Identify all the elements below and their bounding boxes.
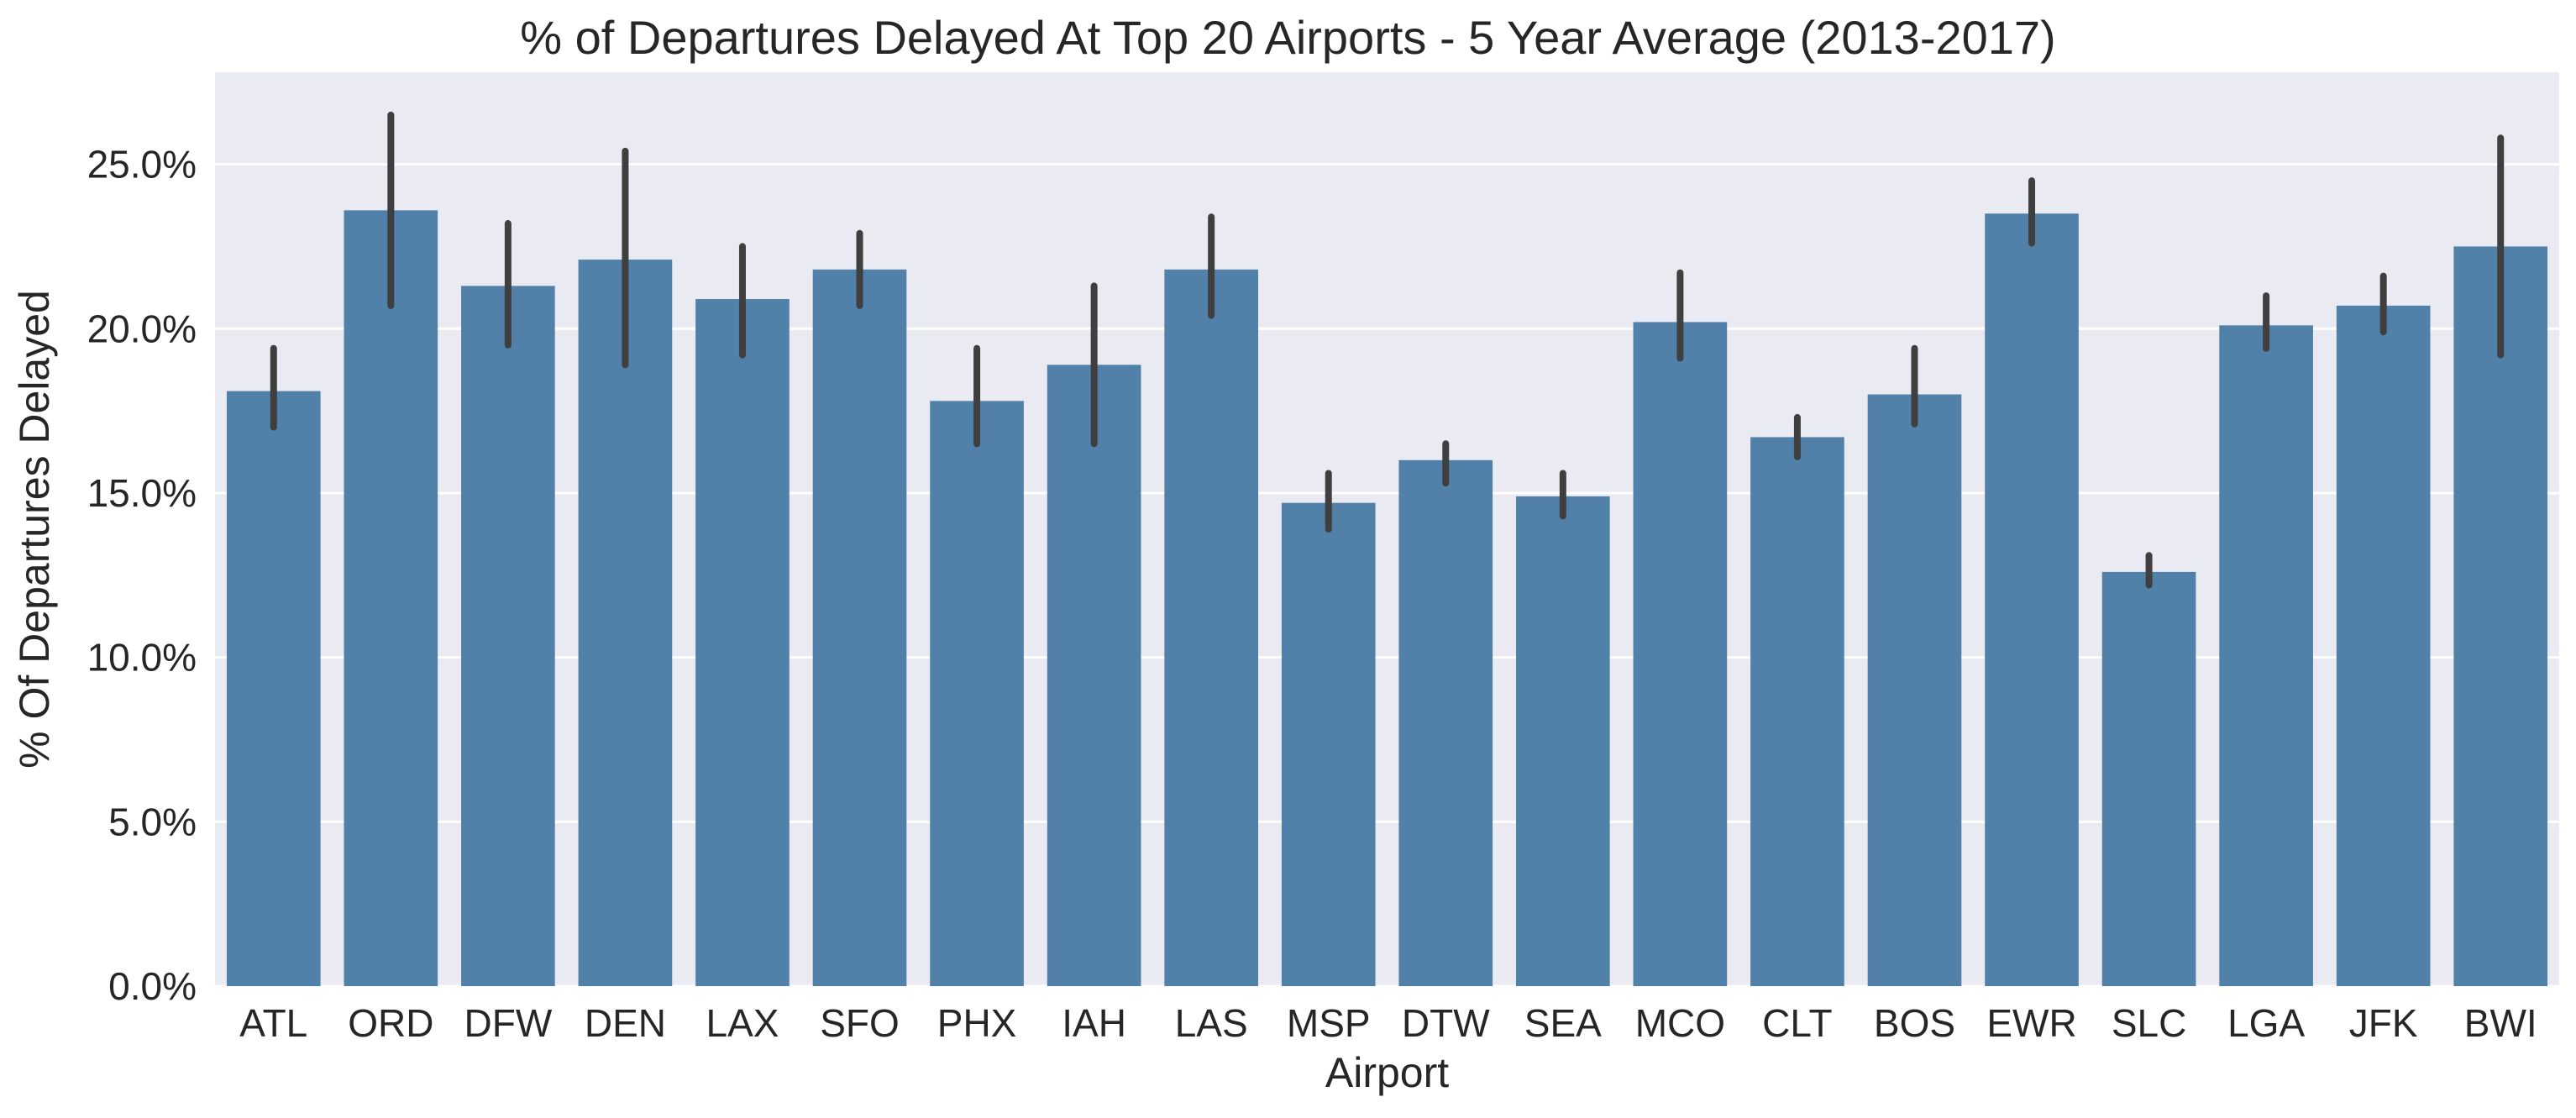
- bar-jfk: [2336, 305, 2431, 987]
- x-tick-label: DTW: [1402, 1001, 1490, 1045]
- bar-ord: [344, 210, 438, 987]
- y-axis-label: % Of Departures Delayed: [11, 290, 58, 769]
- x-tick-label: LAS: [1175, 1001, 1248, 1045]
- y-tick-labels: 0.0% 5.0% 10.0% 15.0% 20.0% 25.0%: [87, 143, 197, 1008]
- bar-sea: [1516, 496, 1610, 986]
- x-tick-label: BOS: [1874, 1001, 1955, 1045]
- bar-las: [1164, 269, 1258, 986]
- bar-slc: [2101, 571, 2196, 986]
- bar-lga: [2219, 325, 2313, 986]
- bar-ewr: [1985, 213, 2079, 986]
- x-tick-label: SEA: [1524, 1001, 1602, 1045]
- plot-background: [215, 72, 2559, 986]
- y-tick-label: 25.0%: [87, 143, 197, 186]
- error-bars: [270, 111, 2505, 589]
- x-tick-label: SFO: [820, 1001, 900, 1045]
- x-tick-label: JFK: [2349, 1001, 2418, 1045]
- bar-clt: [1750, 437, 1844, 986]
- bar-msp: [1281, 502, 1376, 986]
- bar-bwi: [2453, 246, 2548, 987]
- x-tick-label: ATL: [239, 1001, 307, 1045]
- x-tick-label: MSP: [1287, 1001, 1371, 1045]
- x-tick-label: DFW: [464, 1001, 553, 1045]
- bar-lax: [695, 299, 790, 986]
- bar-dfw: [461, 286, 555, 986]
- bar-den: [578, 260, 673, 987]
- x-tick-label: DEN: [585, 1001, 666, 1045]
- x-tick-label: CLT: [1762, 1001, 1833, 1045]
- x-tick-label: LGA: [2227, 1001, 2305, 1045]
- x-tick-label: IAH: [1062, 1001, 1126, 1045]
- bar-bos: [1867, 394, 1962, 987]
- chart-title: % of Departures Delayed At Top 20 Airpor…: [520, 11, 2056, 64]
- y-tick-label: 10.0%: [87, 636, 197, 680]
- x-tick-labels: ATL ORD DFW DEN LAX SFO PHX IAH LAS MSP DTW SEA MCO C…: [239, 1001, 2537, 1045]
- y-tick-label: 0.0%: [108, 964, 197, 1008]
- bar-iah: [1047, 365, 1141, 987]
- x-axis-label: Airport: [1325, 1049, 1449, 1096]
- x-tick-label: EWR: [1986, 1001, 2076, 1045]
- bar-atl: [226, 391, 321, 987]
- y-tick-label: 15.0%: [87, 471, 197, 515]
- bars: [226, 210, 2548, 987]
- x-tick-label: MCO: [1635, 1001, 1725, 1045]
- x-tick-label: LAX: [706, 1001, 779, 1045]
- x-tick-label: ORD: [348, 1001, 433, 1045]
- x-tick-label: PHX: [937, 1001, 1017, 1045]
- x-tick-label: SLC: [2112, 1001, 2186, 1045]
- x-tick-label: BWI: [2464, 1001, 2537, 1045]
- bar-mco: [1633, 322, 1728, 986]
- bar-sfo: [812, 269, 907, 986]
- bar-dtw: [1398, 459, 1493, 986]
- y-tick-label: 20.0%: [87, 307, 197, 350]
- y-tick-label: 5.0%: [108, 800, 197, 843]
- bar-phx: [930, 401, 1024, 986]
